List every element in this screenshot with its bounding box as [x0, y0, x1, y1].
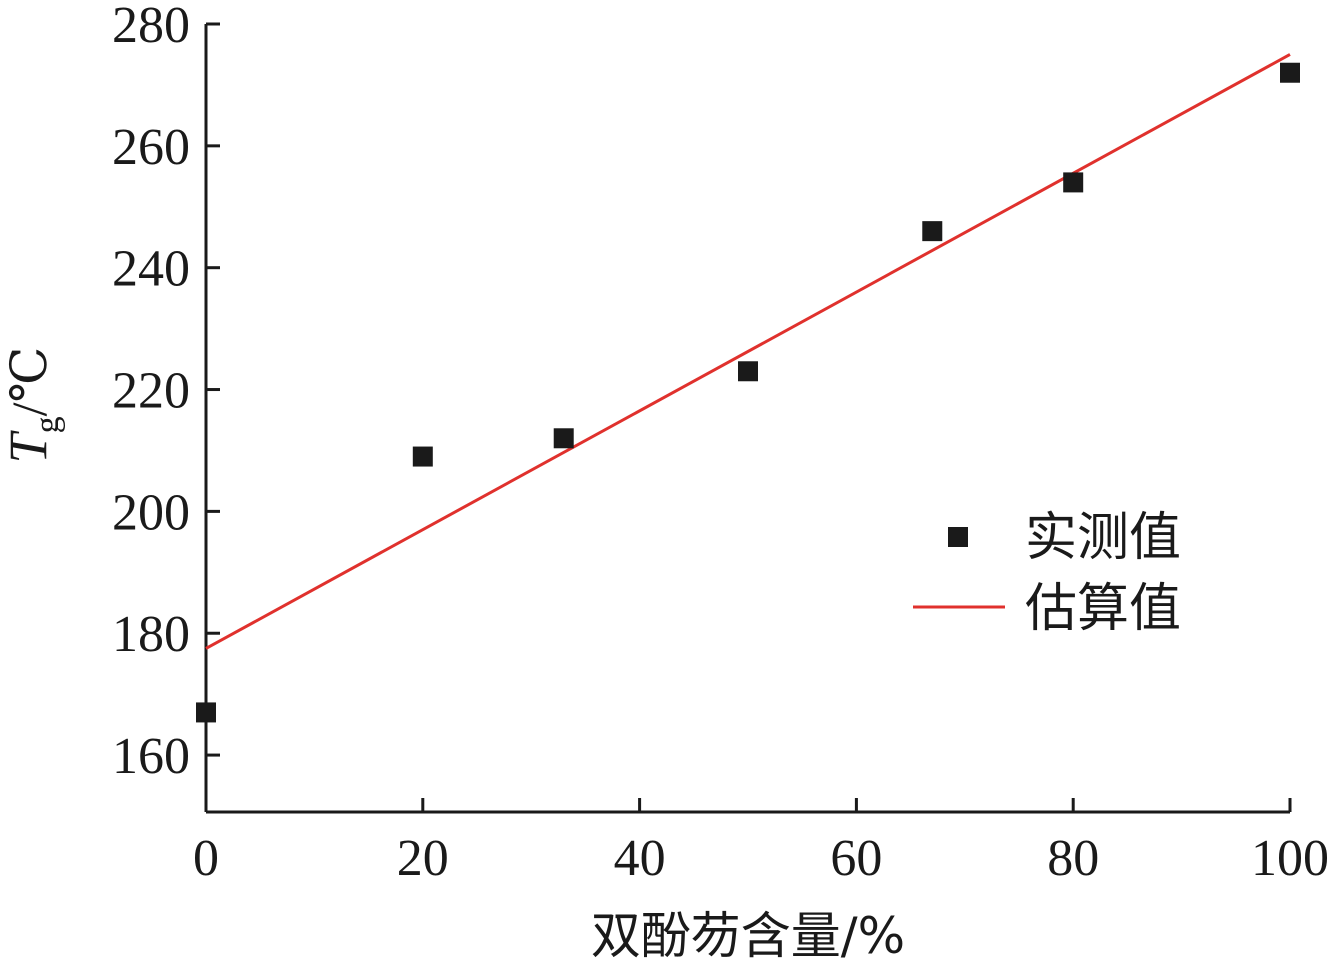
data-point-measured	[1280, 62, 1300, 83]
y-axis-label-subscript: g	[29, 416, 66, 433]
legend-marker-measured	[948, 527, 968, 547]
x-ticks: 0 20 40 60 80 100	[193, 798, 1329, 887]
y-tick-label: 180	[112, 606, 190, 663]
x-tick-label: 80	[1047, 830, 1099, 887]
data-point-measured	[553, 428, 574, 449]
axes	[204, 24, 1290, 814]
x-tick-label: 100	[1251, 830, 1329, 887]
legend: 实测值 估算值	[913, 508, 1181, 639]
data-point-measured	[196, 702, 216, 723]
data-point-measured	[922, 221, 943, 242]
series-line-estimated	[205, 53, 1291, 650]
y-axis-label: Tg/℃	[0, 347, 66, 464]
y-tick-label: 160	[112, 728, 190, 785]
y-axis-label-symbol: T	[0, 429, 58, 463]
x-axis-label: 双酚芴含量/%	[591, 907, 905, 962]
data-point-measured	[738, 361, 758, 382]
x-tick-label: 20	[397, 830, 449, 887]
y-tick-label: 280	[112, 0, 190, 54]
y-tick-label: 240	[112, 241, 190, 298]
x-tick-label: 0	[193, 830, 219, 887]
y-tick-label: 260	[112, 119, 190, 176]
series-markers-measured	[196, 62, 1300, 723]
legend-label-estimated: 估算值	[1025, 579, 1181, 639]
y-ticks: 160 180 200 220 240 260 280	[112, 0, 220, 785]
data-point-measured	[1063, 172, 1084, 193]
svg-text:Tg/℃: Tg/℃	[0, 347, 66, 464]
legend-label-measured: 实测值	[1025, 508, 1181, 568]
data-point-measured	[412, 446, 433, 467]
x-tick-label: 60	[830, 830, 882, 887]
y-axis-label-unit: /℃	[1, 347, 57, 417]
y-tick-label: 200	[112, 484, 190, 541]
y-tick-label: 220	[112, 363, 190, 420]
x-tick-label: 40	[614, 830, 666, 887]
